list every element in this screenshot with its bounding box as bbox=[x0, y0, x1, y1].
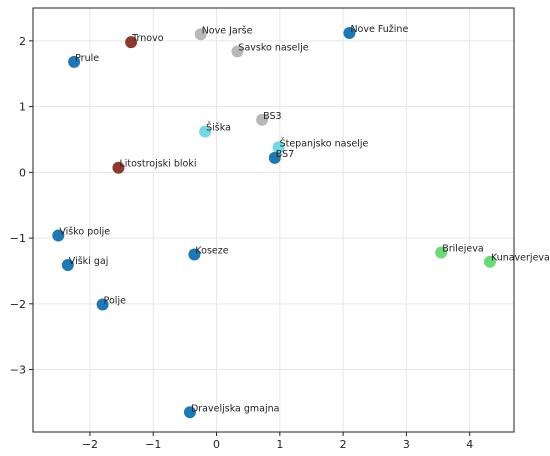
y-tick-label: 2 bbox=[19, 35, 26, 48]
data-point bbox=[268, 151, 281, 164]
data-point bbox=[343, 26, 356, 39]
data-point bbox=[272, 141, 285, 154]
data-point-label: Viško polje bbox=[59, 226, 110, 237]
data-point bbox=[194, 28, 207, 41]
data-point-label: BS3 bbox=[263, 111, 281, 122]
data-points: Nove Jarše Nove Fužine Trnovo Savsko naselj… bbox=[52, 24, 550, 419]
y-tick-label: −3 bbox=[10, 364, 26, 377]
data-point bbox=[188, 248, 201, 261]
x-tick-label: 2 bbox=[340, 438, 347, 451]
x-tick-label: 1 bbox=[276, 438, 283, 451]
y-tick-label: 1 bbox=[19, 101, 26, 114]
data-point bbox=[96, 298, 109, 311]
data-point-label: Štepanjsko naselje bbox=[280, 137, 369, 149]
grid bbox=[33, 8, 514, 432]
x-tick-label: −1 bbox=[145, 438, 161, 451]
data-point bbox=[112, 161, 125, 174]
data-point bbox=[68, 55, 81, 68]
data-point-label: Nove Fužine bbox=[350, 24, 408, 35]
data-point-label: Šiška bbox=[206, 122, 231, 134]
data-point-label: Brilejeva bbox=[442, 244, 483, 255]
y-axis: −3 −2 −1 0 1 2 bbox=[10, 35, 33, 377]
y-tick-label: 0 bbox=[19, 166, 26, 179]
data-point-label: Nove Jarše bbox=[202, 25, 253, 36]
data-point-label: Kunaverjeva bbox=[491, 253, 550, 264]
y-tick-label: −2 bbox=[10, 298, 26, 311]
data-point-label: Koseze bbox=[195, 246, 228, 257]
data-point bbox=[199, 125, 212, 138]
data-point bbox=[52, 229, 65, 242]
data-point bbox=[256, 113, 269, 126]
data-point-label: Litostrojski bloki bbox=[119, 159, 196, 170]
data-point-label: Draveljska gmajna bbox=[191, 403, 280, 414]
data-point bbox=[61, 259, 74, 272]
x-axis: −2 −1 0 1 2 3 4 bbox=[82, 432, 473, 451]
data-point-label: Polje bbox=[104, 295, 126, 306]
x-tick-label: 4 bbox=[466, 438, 473, 451]
data-point-label: Savsko naselje bbox=[238, 42, 308, 53]
x-tick-label: −2 bbox=[82, 438, 98, 451]
data-point-label: Trnovo bbox=[131, 33, 164, 44]
y-tick-label: −1 bbox=[10, 232, 26, 245]
data-point-label: Viški gaj bbox=[69, 256, 109, 267]
data-point bbox=[435, 246, 448, 259]
x-tick-label: 0 bbox=[213, 438, 220, 451]
plot-frame bbox=[32, 7, 515, 433]
data-point bbox=[183, 406, 196, 419]
data-point-label: Prule bbox=[75, 53, 99, 64]
data-point bbox=[125, 36, 138, 49]
data-point bbox=[231, 45, 244, 58]
data-point bbox=[483, 255, 496, 268]
x-tick-label: 3 bbox=[403, 438, 410, 451]
data-point-label: BS7 bbox=[276, 149, 294, 160]
